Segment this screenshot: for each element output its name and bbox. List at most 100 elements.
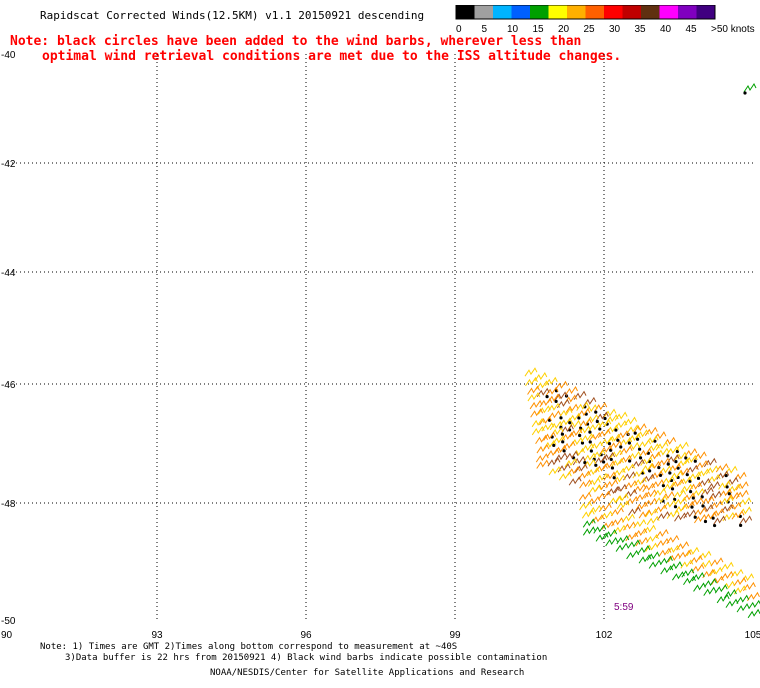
legend-label: 30: [609, 24, 621, 35]
wind-barb: [547, 393, 561, 403]
wind-barb: [525, 376, 538, 387]
wind-barb: [534, 372, 548, 382]
wind-barb: [568, 476, 582, 486]
contamination-dot: [703, 519, 708, 524]
wind-barb: [547, 457, 561, 467]
contamination-dot: [637, 447, 642, 451]
wind-barb: [587, 495, 601, 506]
wind-barb: [548, 466, 562, 476]
wind-barb: [674, 503, 688, 514]
wind-barb: [738, 497, 752, 507]
contamination-dot: [562, 449, 566, 453]
wind-barb: [726, 491, 740, 502]
contamination-dot: [673, 505, 678, 509]
wind-barb: [641, 463, 655, 473]
wind-barb: [638, 439, 652, 449]
contamination-dot: [696, 476, 701, 480]
wind-barb: [733, 577, 747, 587]
wind-barb: [689, 481, 703, 491]
wind-barb: [623, 521, 636, 531]
wind-barb: [700, 486, 714, 497]
wind-barb: [666, 445, 680, 456]
wind-barb: [527, 385, 540, 395]
lon-tick-label: 93: [151, 630, 163, 641]
contamination-dot: [616, 438, 620, 442]
wind-barb: [578, 425, 592, 435]
wind-barb: [564, 458, 578, 468]
wind-barb: [546, 448, 560, 458]
wind-barb: [680, 483, 694, 494]
legend-label: 35: [635, 24, 647, 35]
contamination-dot: [609, 448, 613, 452]
wind-barb: [704, 578, 717, 588]
wind-barb: [654, 495, 668, 505]
wind-barb: [568, 412, 582, 422]
wind-barb: [709, 566, 723, 577]
contamination-dot: [561, 440, 565, 444]
wind-barb: [691, 572, 705, 582]
contamination-dot: [638, 456, 643, 460]
legend-swatch: [696, 5, 715, 19]
contamination-dot: [668, 471, 672, 475]
contamination-dot: [628, 459, 632, 463]
wind-barb: [703, 457, 717, 468]
wind-barb: [707, 473, 721, 484]
wind-barb: [702, 568, 716, 579]
wind-barb: [635, 536, 649, 547]
contamination-dot: [568, 421, 572, 425]
wind-barb: [562, 440, 576, 451]
wind-barb: [684, 448, 698, 458]
wind-barb: [669, 561, 683, 571]
wind-barb: [646, 533, 659, 544]
wind-barb: [539, 397, 553, 408]
wind-barb: [658, 547, 672, 557]
wind-barb: [705, 465, 719, 475]
wind-barb: [733, 471, 747, 481]
lat-tick-label: -44: [1, 268, 16, 279]
wind-barb: [695, 460, 709, 470]
wind-barb: [578, 470, 591, 480]
legend-swatch: [474, 5, 493, 19]
wind-barb: [588, 422, 602, 432]
wind-barb: [628, 450, 642, 461]
wind-barb: [624, 416, 638, 426]
wind-barb: [554, 391, 568, 401]
wind-barb: [710, 500, 723, 510]
wind-barb: [688, 471, 702, 481]
wind-barb: [627, 433, 641, 443]
wind-barb: [606, 424, 619, 434]
wind-barb: [643, 524, 657, 534]
note-line-1: Note: black circles have been added to t…: [10, 34, 582, 49]
wind-barb: [654, 504, 668, 514]
wind-barb: [597, 428, 611, 439]
wind-barb: [738, 506, 752, 516]
wind-barb: [632, 469, 646, 479]
wind-barb: [676, 541, 690, 551]
time-label: 5:59: [614, 602, 634, 613]
lon-tick-label: 102: [596, 630, 613, 641]
wind-barb: [581, 433, 594, 443]
wind-barb: [689, 554, 703, 565]
wind-barb: [605, 537, 619, 547]
wind-barb: [600, 510, 614, 520]
wind-barb: [615, 493, 629, 503]
contamination-dot: [658, 473, 663, 477]
legend-swatch: [659, 5, 678, 19]
contamination-dot: [724, 473, 728, 478]
wind-barb: [656, 447, 670, 457]
wind-barb: [720, 495, 734, 506]
contamination-dot: [595, 419, 599, 424]
wind-barb: [569, 428, 583, 438]
wind-barb: [619, 445, 633, 456]
wind-barb: [606, 486, 620, 496]
legend-label: 5: [482, 24, 488, 35]
wind-barb: [598, 502, 612, 513]
wind-barb: [637, 545, 651, 555]
wind-barb: [663, 436, 677, 447]
contamination-dot: [627, 441, 631, 445]
contamination-dot: [648, 469, 652, 473]
chart-title: Rapidscat Corrected Winds(12.5KM) v1.1 2…: [40, 9, 425, 22]
legend-label: 10: [507, 24, 519, 35]
wind-barb: [592, 449, 606, 459]
